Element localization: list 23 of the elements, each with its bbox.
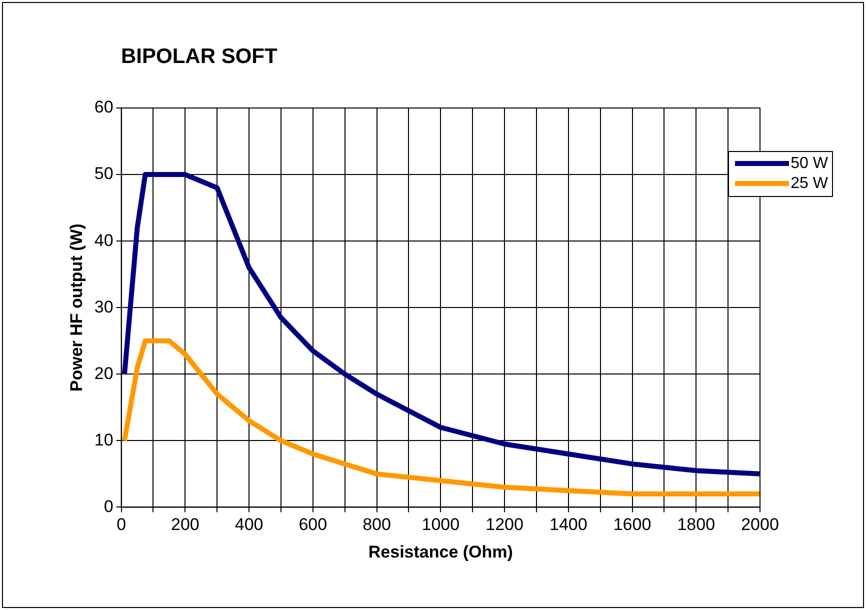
x-tick-label: 1800 xyxy=(677,515,716,534)
y-tick-label: 50 xyxy=(94,164,114,184)
legend-label: 25 W xyxy=(790,174,828,194)
x-tick-label: 1000 xyxy=(422,515,460,534)
x-tick-label: 1600 xyxy=(613,515,652,534)
x-tick-label: 400 xyxy=(234,515,264,534)
x-tick-label: 200 xyxy=(170,515,200,534)
x-tick-label: 1200 xyxy=(486,515,524,534)
x-tick-label: 2000 xyxy=(741,515,779,534)
chart-title: BIPOLAR SOFT xyxy=(121,45,278,69)
x-tick-label: 1400 xyxy=(549,515,588,534)
y-tick-label: 20 xyxy=(94,364,114,383)
y-tick-label: 10 xyxy=(94,430,114,450)
x-tick-label: 0 xyxy=(116,515,126,534)
y-tick-label: 30 xyxy=(94,297,114,316)
x-tick-label: 600 xyxy=(298,515,328,534)
y-tick-label: 0 xyxy=(104,496,114,516)
legend-label: 50 W xyxy=(790,154,828,174)
y-tick-label: 40 xyxy=(94,230,114,250)
y-tick-label: 60 xyxy=(94,98,114,117)
x-tick-label: 800 xyxy=(362,515,391,534)
x-axis-title: Resistance (Ohm) xyxy=(368,542,513,562)
y-axis-title: Power HF output (W) xyxy=(66,224,86,392)
